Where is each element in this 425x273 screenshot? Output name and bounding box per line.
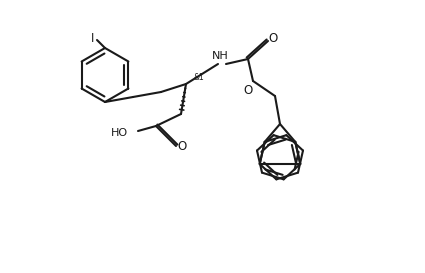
Text: &1: &1 <box>194 73 205 82</box>
Text: O: O <box>268 31 278 44</box>
Text: O: O <box>244 84 252 96</box>
Text: HO: HO <box>111 128 128 138</box>
Text: I: I <box>91 31 95 44</box>
Text: O: O <box>177 140 187 153</box>
Text: NH: NH <box>212 51 228 61</box>
